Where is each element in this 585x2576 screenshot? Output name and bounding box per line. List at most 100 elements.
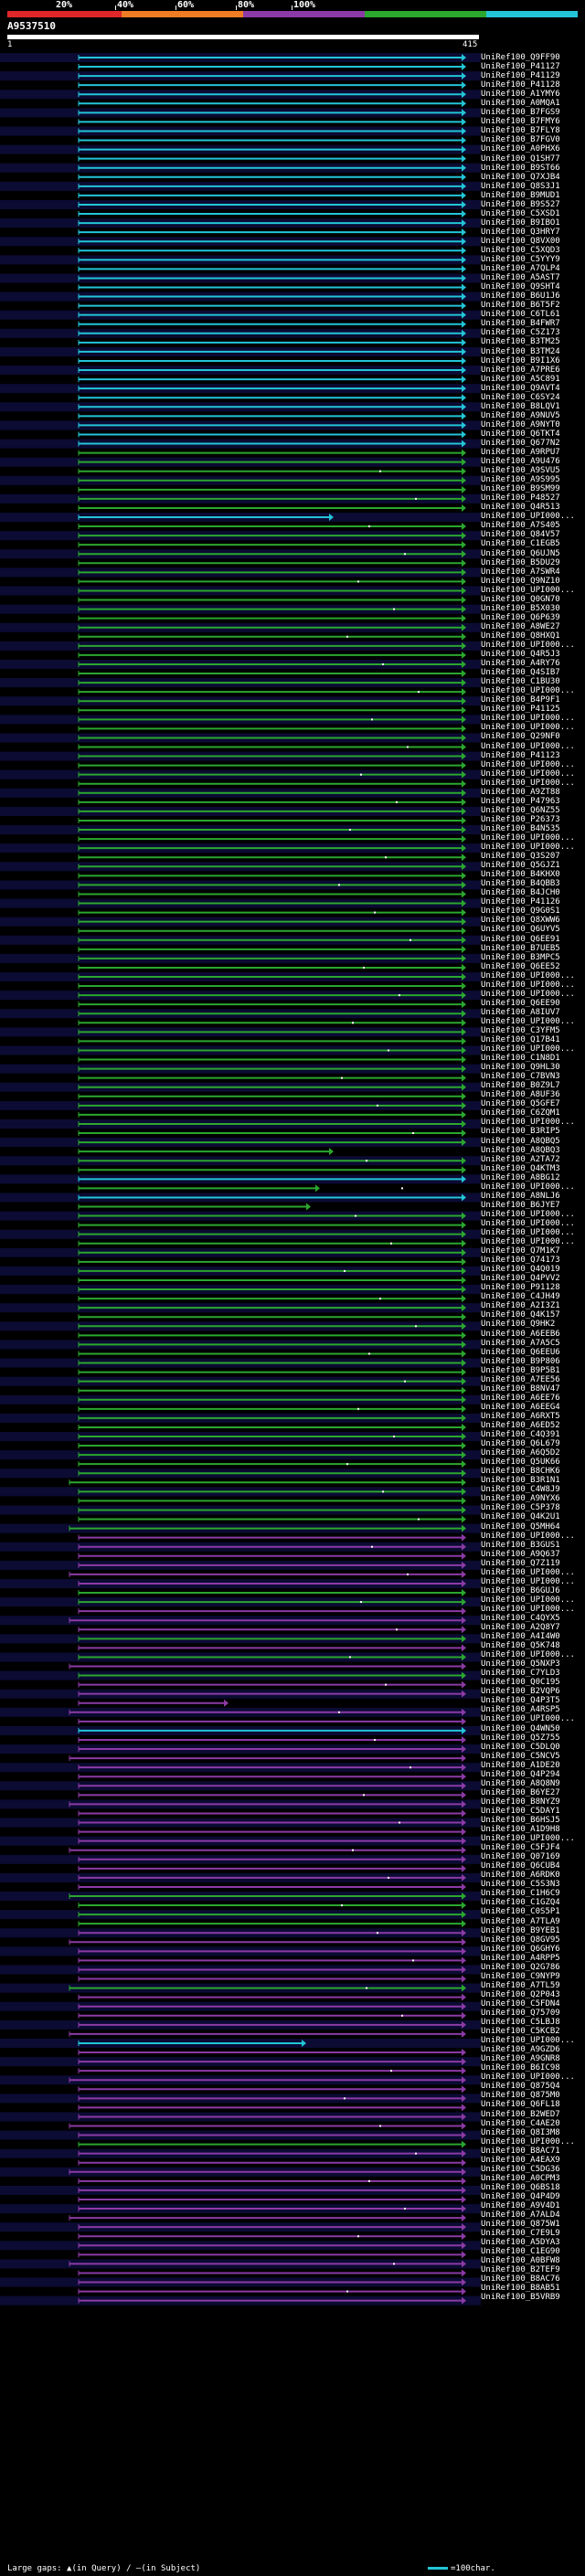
hit-label[interactable]: UniRef100_Q4P294 [481, 1769, 560, 1779]
hit-label[interactable]: UniRef100_UPI000... [481, 832, 575, 843]
hit-label[interactable]: UniRef100_Q9AVT4 [481, 383, 560, 393]
hit-label[interactable]: UniRef100_B9P806 [481, 1356, 560, 1366]
hit-label[interactable]: UniRef100_B6JYE7 [481, 1200, 560, 1210]
hit-label[interactable]: UniRef100_B9S527 [481, 199, 560, 209]
hit-label[interactable]: UniRef100_UPI000... [481, 1209, 575, 1219]
hit-label[interactable]: UniRef100_A5AST7 [481, 273, 560, 283]
hit-label[interactable]: UniRef100_A8NLJ6 [481, 1191, 560, 1201]
hit-label[interactable]: UniRef100_UPI000... [481, 512, 575, 522]
hit-label[interactable]: UniRef100_Q4PVV2 [481, 1274, 560, 1284]
hit-label[interactable]: UniRef100_Q9HK2 [481, 1320, 556, 1330]
hit-label[interactable]: UniRef100_C6ZQM1 [481, 1108, 560, 1118]
hit-label[interactable]: UniRef100_B4FWR7 [481, 319, 560, 329]
hit-label[interactable]: UniRef100_B2TEF9 [481, 2265, 560, 2275]
hit-label[interactable]: UniRef100_P47963 [481, 796, 560, 806]
hit-label[interactable]: UniRef100_UPI000... [481, 714, 575, 724]
hit-label[interactable]: UniRef100_UPI000... [481, 1567, 575, 1577]
hit-label[interactable]: UniRef100_B3TM25 [481, 337, 560, 347]
hit-label[interactable]: UniRef100_A8UF36 [481, 1090, 560, 1100]
hit-label[interactable]: UniRef100_A0CPM3 [481, 2173, 560, 2183]
hit-label[interactable]: UniRef100_P48527 [481, 493, 560, 504]
hit-label[interactable]: UniRef100_A5C891 [481, 374, 560, 384]
hit-label[interactable]: UniRef100_A8QBQ3 [481, 1145, 560, 1155]
hit-label[interactable]: UniRef100_Q8I3M8 [481, 2127, 560, 2137]
hit-label[interactable]: UniRef100_Q875Q4 [481, 2082, 560, 2092]
hit-label[interactable]: UniRef100_B3GUS1 [481, 1540, 560, 1550]
hit-label[interactable]: UniRef100_A4RPP5 [481, 1953, 560, 1963]
hit-label[interactable]: UniRef100_B9YEB1 [481, 1925, 560, 1935]
hit-label[interactable]: UniRef100_Q6EE90 [481, 998, 560, 1008]
hit-label[interactable]: UniRef100_Q8GV95 [481, 1935, 560, 1945]
hit-label[interactable]: UniRef100_B9P5B1 [481, 1365, 560, 1375]
hit-label[interactable]: UniRef100_B4JCH0 [481, 888, 560, 898]
hit-label[interactable]: UniRef100_UPI000... [481, 1118, 575, 1128]
hit-label[interactable]: UniRef100_B2WED7 [481, 2109, 560, 2119]
hit-label[interactable]: UniRef100_C5XSD1 [481, 208, 560, 218]
hit-label[interactable]: UniRef100_Q9G0S1 [481, 906, 560, 917]
hit-label[interactable]: UniRef100_B8AC71 [481, 2146, 560, 2156]
hit-label[interactable]: UniRef100_Q75709 [481, 2008, 560, 2018]
hit-label[interactable]: UniRef100_B7FGS9 [481, 108, 560, 118]
hit-label[interactable]: UniRef100_A4EAX9 [481, 2155, 560, 2165]
hit-label[interactable]: UniRef100_A7TLA9 [481, 1916, 560, 1926]
hit-label[interactable]: UniRef100_UPI000... [481, 1834, 575, 1844]
hit-label[interactable]: UniRef100_A6EE76 [481, 1393, 560, 1403]
hit-label[interactable]: UniRef100_A8BG12 [481, 1172, 560, 1182]
hit-label[interactable]: UniRef100_B9MUD1 [481, 190, 560, 200]
hit-label[interactable]: UniRef100_UPI000... [481, 723, 575, 733]
hit-label[interactable]: UniRef100_A9ZT88 [481, 787, 560, 797]
hit-label[interactable]: UniRef100_A0BFW8 [481, 2256, 560, 2266]
hit-label[interactable]: UniRef100_Q9NZ10 [481, 576, 560, 586]
hit-label[interactable]: UniRef100_A7TL59 [481, 1980, 560, 1990]
hit-label[interactable]: UniRef100_Q5GJZ1 [481, 861, 560, 871]
hit-label[interactable]: UniRef100_C4JH49 [481, 1292, 560, 1302]
hit-label[interactable]: UniRef100_B7UEB5 [481, 943, 560, 953]
hit-label[interactable]: UniRef100_UPI000... [481, 843, 575, 853]
hit-label[interactable]: UniRef100_UPI000... [481, 1576, 575, 1586]
hit-label[interactable]: UniRef100_C7E9L9 [481, 2229, 560, 2239]
hit-label[interactable]: UniRef100_Q4SIB7 [481, 668, 560, 678]
hit-label[interactable]: UniRef100_B8LQV1 [481, 401, 560, 411]
hit-label[interactable]: UniRef100_A9V4D1 [481, 2200, 560, 2210]
hit-label[interactable]: UniRef100_A4RY76 [481, 659, 560, 669]
hit-label[interactable]: UniRef100_Q6TKT4 [481, 429, 560, 439]
hit-label[interactable]: UniRef100_Q6EEU6 [481, 1347, 560, 1357]
hit-label[interactable]: UniRef100_C5LBJ8 [481, 2018, 560, 2028]
hit-label[interactable]: UniRef100_B9ST66 [481, 163, 560, 173]
hit-label[interactable]: UniRef100_P91128 [481, 1283, 560, 1293]
hit-label[interactable]: UniRef100_C7YLD3 [481, 1669, 560, 1679]
hit-label[interactable]: UniRef100_C5DLQ0 [481, 1742, 560, 1752]
hit-label[interactable]: UniRef100_Q4R5J3 [481, 650, 560, 660]
hit-label[interactable]: UniRef100_A1D9H8 [481, 1825, 560, 1835]
hit-label[interactable]: UniRef100_P41129 [481, 71, 560, 81]
hit-label[interactable]: UniRef100_A4I4W0 [481, 1632, 560, 1642]
hit-label[interactable]: UniRef100_A7ALD4 [481, 2210, 560, 2221]
hit-label[interactable]: UniRef100_B3MPC5 [481, 952, 560, 962]
hit-label[interactable]: UniRef100_B6YE27 [481, 1787, 560, 1797]
hit-label[interactable]: UniRef100_Q6NZ55 [481, 805, 560, 815]
hit-label[interactable]: UniRef100_Q3HRY7 [481, 227, 560, 237]
hit-label[interactable]: UniRef100_Q6FL18 [481, 2100, 560, 2110]
hit-label[interactable]: UniRef100_UPI000... [481, 970, 575, 981]
hit-label[interactable]: UniRef100_B6GUJ6 [481, 1585, 560, 1595]
hit-label[interactable]: UniRef100_UPI000... [481, 1604, 575, 1614]
hit-label[interactable]: UniRef100_C0S5P1 [481, 1907, 560, 1917]
hit-label[interactable]: UniRef100_A9GNR8 [481, 2054, 560, 2064]
hit-label[interactable]: UniRef100_Q875W1 [481, 2220, 560, 2230]
hit-label[interactable]: UniRef100_C4AE20 [481, 2118, 560, 2128]
hit-label[interactable]: UniRef100_C5Z173 [481, 328, 560, 338]
hit-label[interactable]: UniRef100_A9NUV5 [481, 410, 560, 420]
hit-label[interactable]: UniRef100_UPI000... [481, 989, 575, 999]
hit-label[interactable]: UniRef100_Q5UK66 [481, 1458, 560, 1468]
hit-label[interactable]: UniRef100_C1H6C9 [481, 1889, 560, 1899]
hit-label[interactable]: UniRef100_A6RDK0 [481, 1871, 560, 1881]
hit-label[interactable]: UniRef100_Q5GFE7 [481, 1099, 560, 1109]
hit-label[interactable]: UniRef100_Q2G786 [481, 1962, 560, 1972]
hit-label[interactable]: UniRef100_UPI000... [481, 585, 575, 595]
hit-label[interactable]: UniRef100_UPI000... [481, 980, 575, 990]
hit-label[interactable]: UniRef100_C5S3N3 [481, 1880, 560, 1890]
hit-label[interactable]: UniRef100_A7EE56 [481, 1374, 560, 1384]
hit-label[interactable]: UniRef100_B3TM24 [481, 346, 560, 356]
hit-label[interactable]: UniRef100_P41123 [481, 750, 560, 760]
hit-label[interactable]: UniRef100_A9RPU7 [481, 448, 560, 458]
